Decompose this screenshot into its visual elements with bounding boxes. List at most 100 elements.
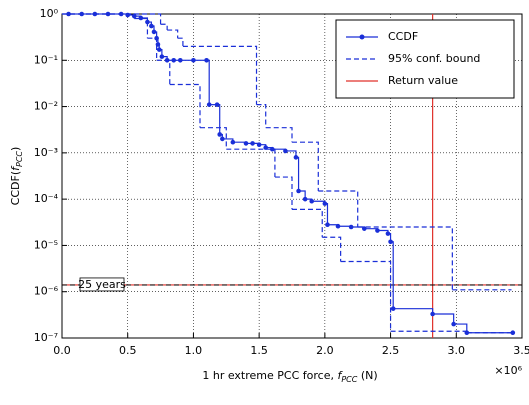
step-segment <box>134 17 149 39</box>
y-tick-label: 10⁻⁶ <box>34 285 59 298</box>
annotation: 25 years <box>78 278 126 291</box>
step-segment <box>200 127 227 150</box>
data-point <box>388 239 393 245</box>
step-segment <box>340 260 392 332</box>
y-tick-label: 10⁻⁴ <box>34 192 59 205</box>
x-tick-label: 1.0 <box>185 344 203 357</box>
data-point <box>293 155 299 160</box>
data-point <box>204 57 209 63</box>
data-point <box>283 148 288 154</box>
data-point <box>66 11 71 17</box>
data-point <box>390 306 396 311</box>
step-segment <box>265 127 293 143</box>
step-segment <box>217 104 221 135</box>
step-segment <box>147 37 158 61</box>
x-multiplier: ×10⁶ <box>494 364 522 377</box>
y-tick-label: 10⁰ <box>40 7 59 20</box>
y-label-end: ) <box>9 147 22 151</box>
step-segment <box>182 45 258 105</box>
y-label-subscript: PCC <box>15 151 24 167</box>
x-tick-label: 2.5 <box>382 344 400 357</box>
step-segment <box>226 148 276 178</box>
data-point <box>325 222 330 228</box>
step-segment <box>390 330 468 333</box>
data-point <box>159 54 165 59</box>
step-segment <box>156 59 171 85</box>
data-point <box>348 224 354 230</box>
step-segment <box>453 323 468 333</box>
step-segment <box>324 203 329 225</box>
step-segment <box>160 23 168 31</box>
data-point <box>206 102 212 107</box>
data-point <box>296 188 301 194</box>
step-segment <box>292 208 323 238</box>
step-segment <box>274 176 293 210</box>
data-point <box>177 57 183 63</box>
x-label-subscript: PCC <box>341 375 357 384</box>
data-point <box>151 29 157 35</box>
y-label-text: CCDF( <box>9 171 22 205</box>
step-segment <box>390 241 394 309</box>
data-point <box>430 311 435 317</box>
legend-label: 95% conf. bound <box>388 52 480 65</box>
legend-label: Return value <box>388 74 458 87</box>
x-tick-label: 2.0 <box>316 344 334 357</box>
data-point <box>451 321 456 327</box>
data-point <box>335 223 341 229</box>
y-tick-label: 10⁻² <box>34 100 58 113</box>
step-segment <box>292 141 319 191</box>
step-segment <box>62 13 135 19</box>
y-tick-label: 10⁻³ <box>34 146 58 159</box>
step-segment <box>167 29 179 39</box>
data-point <box>322 201 328 206</box>
plot-frame <box>61 13 523 339</box>
x-tick-label: 1.5 <box>250 344 268 357</box>
data-point <box>105 11 111 17</box>
step-segment <box>206 59 210 105</box>
data-point <box>309 198 315 204</box>
data-point <box>302 196 308 202</box>
data-point <box>385 231 391 236</box>
data-point <box>230 139 236 145</box>
x-tick-label: 3.5 <box>513 344 529 357</box>
data-point <box>256 142 262 148</box>
x-axis-label: 1 hr extreme PCC force, fPCC (N) <box>202 369 377 384</box>
step-segment <box>357 226 453 290</box>
step-segment <box>295 156 300 191</box>
data-point <box>217 132 223 137</box>
data-point <box>250 141 255 146</box>
data-point <box>220 136 225 142</box>
y-axis-label: CCDF(fPCC) <box>9 147 24 206</box>
data-point <box>269 146 275 152</box>
x-label-unit: (N) <box>357 369 377 382</box>
data-point <box>171 57 177 63</box>
legend-marker <box>359 34 365 40</box>
step-segment <box>318 190 359 228</box>
data-point <box>243 141 249 146</box>
y-tick-label: 10⁻⁷ <box>34 331 58 344</box>
x-tick-label: 0.5 <box>119 344 137 357</box>
data-point <box>156 47 162 52</box>
data-point <box>149 23 154 29</box>
step-segment <box>393 308 434 314</box>
x-tick-label: 3.0 <box>448 344 466 357</box>
x-label-text: 1 hr extreme PCC force, <box>202 369 337 382</box>
step-segment <box>432 313 455 325</box>
y-label-symbol: f <box>9 165 22 171</box>
data-point <box>214 102 220 107</box>
data-point <box>361 226 367 231</box>
y-tick-label: 10⁻⁵ <box>34 238 58 251</box>
data-point <box>138 15 144 21</box>
data-point <box>510 330 516 336</box>
x-label-symbol: f <box>337 369 343 382</box>
x-tick-label: 0.0 <box>53 344 71 357</box>
step-segment <box>177 37 184 47</box>
legend-label: CCDF <box>388 30 418 43</box>
step-segment <box>256 104 267 128</box>
annotation-box <box>79 277 125 292</box>
data-point <box>375 228 380 233</box>
step-segment <box>322 236 342 262</box>
y-tick-label: 10⁻¹ <box>34 53 58 66</box>
data-point <box>191 57 196 63</box>
